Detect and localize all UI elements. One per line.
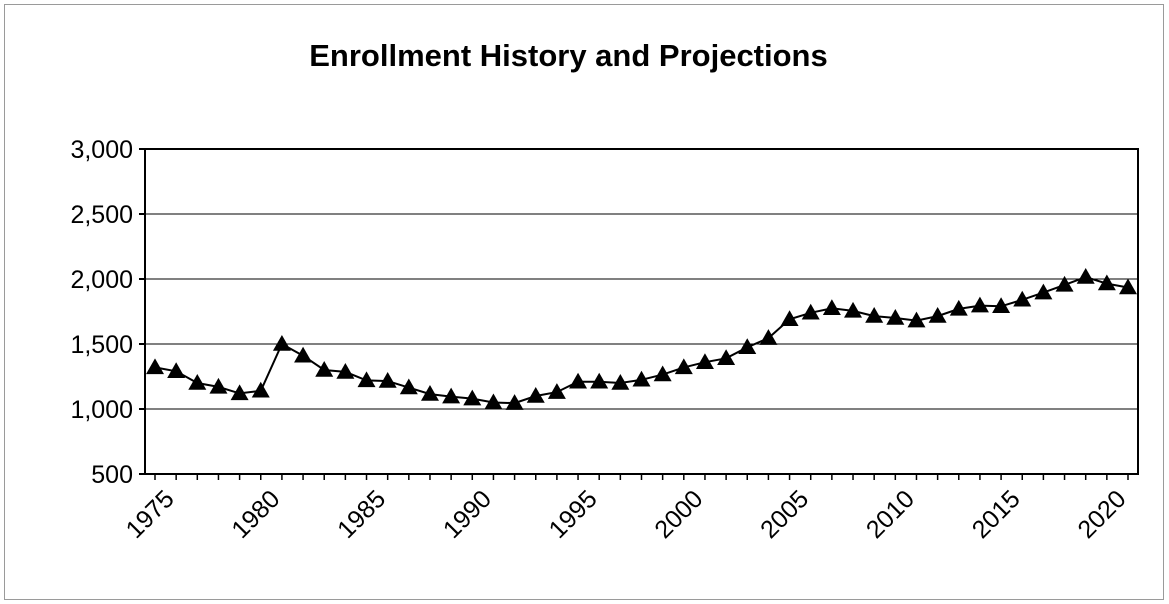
data-point-marker (230, 384, 249, 401)
gridlines (145, 213, 1138, 410)
data-point-marker (717, 349, 736, 366)
data-point-marker (442, 387, 461, 404)
data-point-marker (949, 299, 968, 316)
data-point-marker (547, 383, 566, 399)
data-point-marker (970, 296, 989, 313)
data-point-marker (315, 361, 334, 377)
data-point-marker (463, 389, 482, 406)
data-point-marker (1013, 290, 1032, 307)
x-tick-label: 2020 (1072, 485, 1131, 544)
data-point-marker (399, 378, 418, 395)
data-point-marker (844, 301, 863, 318)
data-point-marker (272, 335, 291, 351)
data-point-marker (251, 381, 270, 398)
x-axis: 1975 1980 1985 1990 1995 2000 2005 2010 2015 2020 (121, 474, 1132, 544)
data-point-marker (822, 299, 841, 315)
data-point-marker (146, 358, 164, 375)
data-point-marker (569, 372, 588, 389)
chart-frame (4, 4, 1164, 600)
y-tick-label: 1,000 (70, 396, 133, 424)
y-tick-label: 1,500 (70, 331, 133, 359)
data-point-marker (1055, 275, 1074, 292)
data-point-marker (992, 297, 1011, 314)
data-point-marker (886, 309, 905, 325)
data-point-marker (928, 307, 947, 323)
data-point-marker (865, 307, 884, 323)
data-point-marker (505, 394, 524, 410)
data-point-marker (420, 385, 439, 401)
data-point-marker (1119, 278, 1137, 295)
data-point-marker (907, 311, 926, 328)
data-point-marker (738, 338, 757, 354)
data-point-marker (188, 374, 207, 390)
markers (146, 268, 1137, 410)
x-tick-label: 1980 (226, 485, 285, 544)
data-point-marker (632, 370, 651, 387)
data-point-marker (674, 358, 693, 375)
data-point-marker (526, 387, 545, 403)
data-point-marker (695, 353, 714, 369)
data-point-marker (590, 372, 609, 389)
y-tick-label: 3,000 (70, 136, 133, 164)
y-tick-label: 500 (91, 461, 133, 489)
data-point-marker (801, 303, 820, 320)
data-point-marker (759, 329, 778, 345)
data-point-marker (357, 371, 376, 388)
x-tick-label: 1985 (332, 485, 391, 544)
y-tick-label: 2,500 (70, 201, 133, 229)
data-point-marker (780, 310, 799, 327)
chart-title: Enrollment History and Projections (309, 38, 828, 73)
data-point-marker (378, 372, 397, 388)
data-point-marker (484, 393, 503, 410)
x-tick-label: 2005 (755, 485, 814, 544)
x-tick-label: 2015 (967, 485, 1026, 544)
data-point-marker (1076, 268, 1095, 284)
data-point-marker (1097, 274, 1116, 291)
x-tick-label: 2000 (649, 485, 708, 544)
data-point-marker (611, 374, 630, 390)
y-axis: 500 1,000 1,500 2,000 2,500 3,000 (70, 136, 145, 489)
data-point-marker (209, 377, 228, 394)
x-tick-label: 1990 (438, 485, 497, 544)
x-tick-label: 1975 (121, 485, 180, 544)
data-point-marker (1034, 283, 1053, 300)
plot-area (144, 148, 1139, 475)
data-point-marker (653, 365, 672, 382)
data-point-marker (336, 362, 355, 379)
y-tick-label: 2,000 (70, 266, 133, 294)
data-point-marker (294, 346, 313, 363)
x-tick-label: 1995 (544, 485, 603, 544)
x-tick-label: 2010 (861, 485, 920, 544)
data-point-marker (167, 362, 186, 379)
